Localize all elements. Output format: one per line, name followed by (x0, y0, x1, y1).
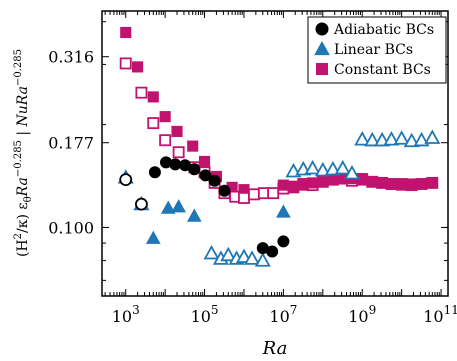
triangle-data-point (203, 244, 220, 260)
legend: Adiabatic BCs Linear BCs Constant BCs (307, 16, 447, 84)
x-tick-label: 109 (348, 303, 376, 326)
legend-box (307, 16, 447, 84)
square-data-point (238, 191, 250, 204)
y-tick-label: 0.177 (48, 134, 94, 153)
triangle-data-point (254, 252, 271, 267)
data-markers (117, 26, 441, 267)
circle-data-point (266, 245, 279, 258)
square-data-point (376, 177, 388, 189)
square-data-point (199, 155, 211, 168)
triangle-data-point (403, 132, 420, 148)
circle-data-point (188, 163, 201, 176)
square-data-point (147, 117, 160, 130)
square-data-point (120, 26, 132, 39)
square-data-point (426, 177, 438, 189)
x-tick-label: 107 (269, 303, 297, 326)
triangle-data-point (160, 200, 176, 214)
circle-data-point (119, 173, 133, 187)
x-tick-label: 103 (112, 303, 140, 326)
x-axis-title: Ra (262, 338, 288, 359)
triangle-data-point (324, 160, 341, 176)
square-data-point (287, 180, 300, 192)
square-data-point (415, 178, 428, 190)
square-data-point (159, 111, 171, 123)
legend-triangle-marker (314, 40, 330, 56)
circle-data-point (208, 174, 221, 187)
square-data-point (385, 178, 397, 190)
triangle-data-point (354, 131, 371, 146)
square-data-point (135, 86, 148, 99)
circle-data-point (148, 166, 161, 179)
square-data-point (297, 179, 309, 191)
triangle-data-point (171, 199, 186, 213)
triangle-data-point (424, 129, 441, 144)
circle-data-point (277, 235, 290, 248)
triangle-data-point (364, 131, 381, 147)
triangle-data-point (343, 164, 361, 180)
triangle-data-point (220, 246, 237, 262)
triangle-data-point (243, 250, 261, 265)
circle-data-point (199, 169, 212, 182)
square-data-point (132, 61, 144, 73)
square-data-point (277, 179, 289, 191)
square-data-point (147, 91, 159, 103)
triangle-data-point (276, 204, 291, 218)
x-tick-label: 1011 (423, 303, 457, 326)
triangle-data-point (383, 131, 400, 146)
circle-data-point (218, 184, 231, 197)
square-data-point (187, 140, 199, 152)
legend-circle-marker (315, 22, 329, 36)
y-axis-title: (H2/κ) εθRa−0.285 | NuRa−0.285 (13, 49, 34, 257)
x-tick-label: 105 (191, 303, 219, 326)
triangle-data-point (145, 230, 161, 244)
triangle-data-point (186, 208, 202, 222)
axis-tick-labels: 103 105 107 109 1011 0.100 0.177 0.316 (48, 48, 457, 326)
square-data-point (159, 134, 172, 147)
circle-data-point (135, 197, 148, 211)
square-data-point (406, 178, 418, 190)
triangle-data-point (334, 159, 351, 175)
triangle-data-point (413, 131, 430, 147)
square-data-point (267, 187, 280, 200)
square-data-point (172, 146, 185, 159)
circle-data-point (169, 158, 182, 171)
square-data-point (396, 179, 408, 191)
triangle-data-point (314, 161, 331, 177)
square-data-point (171, 125, 183, 137)
legend-square-marker (315, 62, 329, 76)
legend-label: Linear BCs (334, 42, 413, 58)
legend-label: Constant BCs (334, 62, 431, 78)
square-data-point (307, 177, 319, 189)
triangle-data-point (393, 130, 410, 145)
axis-ticks (102, 11, 448, 296)
square-data-point (248, 188, 261, 201)
legend-label: Adiabatic BCs (333, 22, 434, 38)
triangle-data-point (304, 159, 321, 175)
y-tick-label: 0.100 (48, 218, 94, 237)
square-data-point (366, 176, 378, 188)
y-tick-label: 0.316 (48, 48, 94, 67)
square-data-point (119, 57, 132, 70)
square-data-point (317, 175, 329, 187)
